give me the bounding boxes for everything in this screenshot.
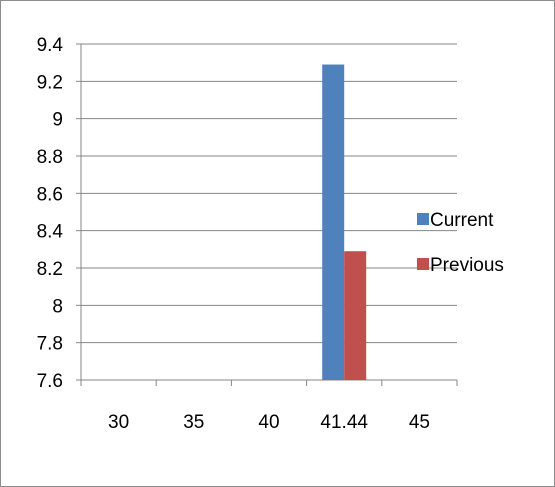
legend-swatch-current [417, 213, 429, 225]
x-axis: 30 35 40 41.44 45 [80, 44, 458, 433]
y-tick-label-4: 8.4 [37, 222, 64, 243]
legend-label-previous: Previous [430, 255, 504, 276]
bar-previous-41.44 [344, 251, 367, 380]
bars [322, 64, 367, 381]
y-tick-label-2: 8 [52, 296, 63, 317]
y-tick-label-7: 9 [52, 110, 63, 131]
legend-label-current: Current [430, 210, 494, 231]
x-tick-label-0: 30 [108, 412, 129, 433]
bar-current-41.44 [322, 64, 345, 381]
x-tick-label-3: 41.44 [320, 412, 368, 433]
y-tick-label-6: 8.8 [37, 147, 63, 168]
y-tick-label-3: 8.2 [37, 259, 63, 280]
legend: Current Previous [417, 210, 504, 276]
x-tick-label-2: 40 [258, 412, 279, 433]
x-tick-label-1: 35 [183, 412, 204, 433]
x-tick-label-4: 45 [409, 412, 430, 433]
y-tick-label-1: 7.8 [37, 334, 63, 355]
y-tick-label-8: 9.2 [37, 72, 63, 93]
gridlines [76, 43, 457, 381]
y-tick-label-0: 7.6 [37, 371, 63, 392]
y-axis-tick-labels: 7.6 7.8 8 8.2 8.4 8.6 8.8 9 9.2 9.4 [37, 35, 64, 392]
legend-swatch-previous [417, 258, 429, 270]
y-tick-label-9: 9.4 [37, 35, 64, 56]
y-tick-label-5: 8.6 [37, 184, 63, 205]
